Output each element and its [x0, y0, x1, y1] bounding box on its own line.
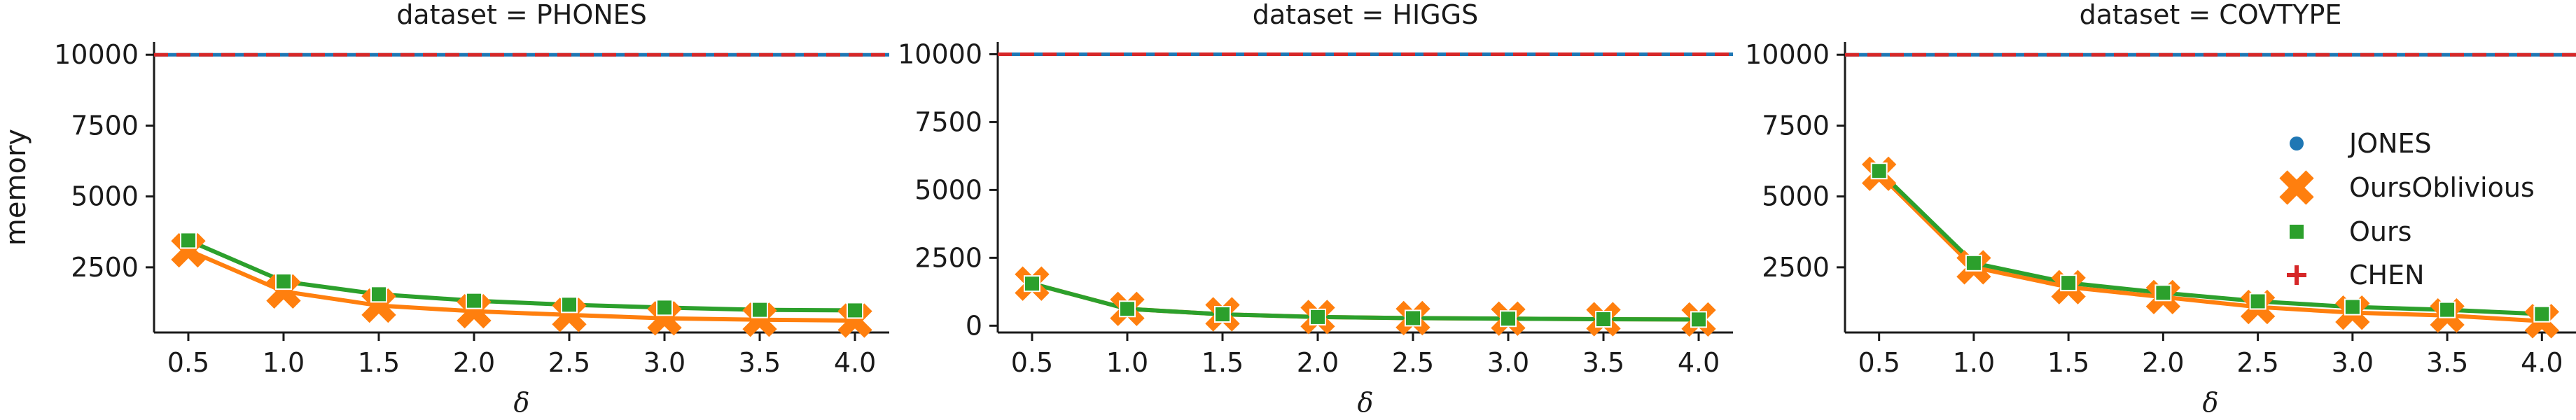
oursoblivious-point-b	[266, 274, 301, 309]
x-tick-label: 2.0	[2142, 347, 2184, 378]
ours-point	[2060, 274, 2077, 292]
x-axis-label: δ	[1358, 387, 1374, 418]
ours-point	[1500, 310, 1517, 328]
ours-point	[2439, 301, 2456, 318]
ours-point	[1118, 300, 1136, 318]
ours-point	[1309, 308, 1326, 326]
x-tick-label: 4.0	[834, 347, 876, 378]
oursoblivious-point-b	[171, 232, 206, 268]
x-tick-label: 2.0	[453, 347, 495, 378]
y-tick-label: 2500	[1762, 252, 1830, 283]
legend: JONES OursOblivious Ours CHEN	[2279, 128, 2535, 290]
ours-point	[274, 273, 292, 290]
ours-line	[1877, 169, 2542, 316]
ours-point	[1870, 162, 1888, 180]
x-tick-label: 1.5	[2047, 347, 2089, 378]
ours-point	[1405, 309, 1422, 327]
oursoblivious-point-b	[647, 301, 682, 336]
y-tick-label: 10000	[1745, 39, 1830, 70]
y-tick-label: 5000	[914, 174, 982, 205]
legend-label: CHEN	[2349, 260, 2425, 290]
x-tick-label: 3.5	[739, 347, 781, 378]
oursoblivious-point-b	[361, 288, 396, 323]
x-tick-label: 1.0	[1106, 347, 1148, 378]
x-tick-label: 3.0	[2332, 347, 2374, 378]
panel-1: dataset = PHONES 2500 5000 7500 10000 0.5 1.0 1…	[0, 0, 889, 418]
ours-point	[370, 286, 387, 303]
y-tick-label: 10000	[54, 39, 139, 70]
x-tick-label: 0.5	[1011, 347, 1053, 378]
y-tick-label: 0	[966, 310, 982, 341]
legend-label: Ours	[2349, 216, 2411, 247]
y-axis-label: memory	[0, 129, 32, 246]
legend-label: OursOblivious	[2349, 172, 2535, 203]
ours-point	[1023, 275, 1040, 293]
ours-point	[656, 299, 674, 316]
x-tick-label: 4.0	[2521, 347, 2563, 378]
x-tick-label: 1.0	[1953, 347, 1995, 378]
y-tick-label: 2500	[71, 252, 139, 283]
x-axis-label: δ	[2203, 387, 2219, 418]
ours-point	[2154, 284, 2172, 302]
ours-line	[1031, 281, 1699, 322]
ours-point	[751, 301, 769, 318]
oursoblivious-line	[187, 248, 856, 323]
x-tick-label: 1.5	[1202, 347, 1244, 378]
x-tick-label: 3.0	[1487, 347, 1529, 378]
oursoblivious-point-b	[552, 298, 587, 332]
x-tick-label: 1.5	[358, 347, 400, 378]
x-tick-label: 3.5	[1582, 347, 1624, 378]
ours-point	[1690, 311, 1708, 328]
x-tick-label: 3.0	[643, 347, 685, 378]
x-tick-label: 0.5	[167, 347, 209, 378]
y-tick-label: 7500	[1762, 110, 1830, 141]
ours-point	[1965, 254, 1982, 272]
panel-title: dataset = COVTYPE	[2080, 0, 2342, 30]
ours-point	[465, 292, 482, 309]
oursoblivious-point-b	[457, 293, 492, 329]
panel-3: dataset = COVTYPE 2500 5000 7500 10000 0.5 1.0…	[1745, 0, 2576, 418]
oursoblivious-point-b	[837, 303, 872, 338]
y-tick-label: 5000	[1762, 181, 1830, 212]
oursoblivious-line	[1877, 172, 2542, 323]
legend-jones-marker	[2290, 136, 2304, 150]
x-tick-label: 2.0	[1297, 347, 1339, 378]
ours-point	[561, 296, 578, 314]
ours-point	[1213, 306, 1231, 323]
panel-title: dataset = HIGGS	[1253, 0, 1478, 30]
ours-point	[2344, 298, 2361, 316]
x-tick-label: 3.5	[2426, 347, 2468, 378]
ours-point	[1595, 310, 1613, 328]
ours-point	[2533, 305, 2551, 323]
x-tick-label: 2.5	[1392, 347, 1434, 378]
panel-2: dataset = HIGGS 0 2500 5000 7500 10000 0.5 1.0 1…	[898, 0, 1733, 418]
ours-point	[847, 302, 864, 319]
y-tick-label: 7500	[71, 110, 139, 141]
x-tick-label: 2.5	[2236, 347, 2278, 378]
x-tick-label: 1.0	[263, 347, 305, 378]
y-tick-label: 7500	[914, 106, 982, 137]
legend-oursoblivious-marker-b	[2279, 170, 2314, 205]
oursoblivious-point-b	[742, 302, 777, 337]
x-tick-label: 2.5	[548, 347, 590, 378]
legend-ours-marker	[2290, 225, 2304, 239]
y-tick-label: 10000	[898, 38, 982, 69]
y-tick-label: 5000	[71, 181, 139, 212]
legend-label: JONES	[2348, 128, 2432, 159]
ours-point	[179, 232, 197, 249]
x-axis-label: δ	[514, 387, 530, 418]
x-tick-label: 0.5	[1858, 347, 1900, 378]
ours-point	[2249, 293, 2267, 310]
x-tick-label: 4.0	[1678, 347, 1720, 378]
y-tick-label: 2500	[914, 242, 982, 273]
panel-title: dataset = PHONES	[396, 0, 647, 30]
